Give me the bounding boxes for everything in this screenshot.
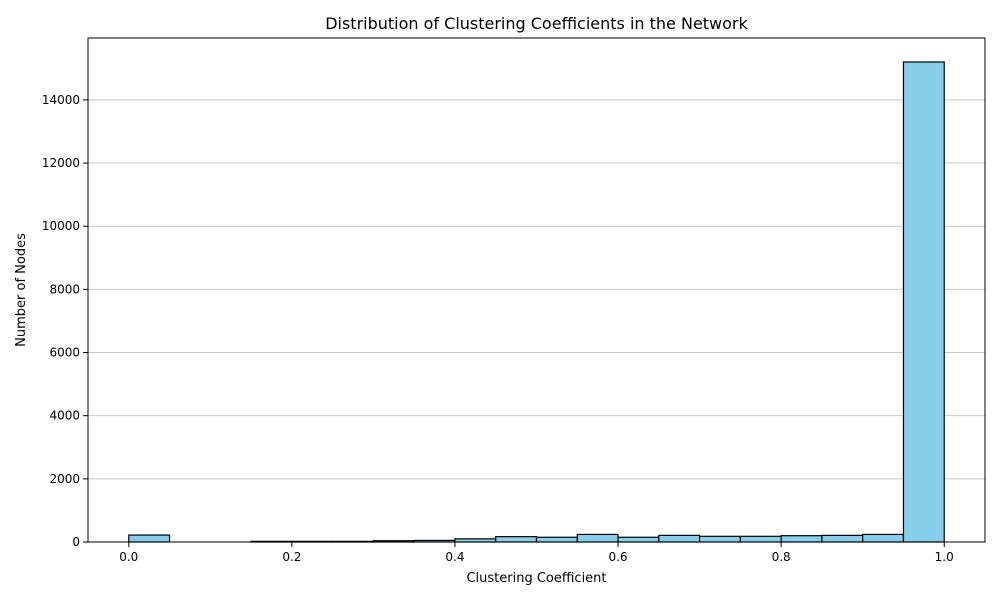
y-tick-label: 4000 xyxy=(49,409,80,423)
x-tick-label: 0.8 xyxy=(772,550,791,564)
histogram-bar xyxy=(128,534,171,543)
y-tick-label: 8000 xyxy=(49,282,80,296)
x-axis-label: Clustering Coefficient xyxy=(466,571,606,586)
x-tick-label: 0.4 xyxy=(445,550,464,564)
plot-frame xyxy=(87,37,986,543)
y-axis-label: Number of Nodes xyxy=(14,233,29,347)
x-axis-ticks: 0.0 0.2 0.4 0.6 0.8 1.0 xyxy=(119,542,954,564)
histogram-bar xyxy=(821,534,864,543)
bars xyxy=(128,61,945,543)
histogram-bar xyxy=(698,535,741,543)
y-tick-label: 10000 xyxy=(42,219,80,233)
y-tick-label: 2000 xyxy=(49,472,80,486)
histogram-bar xyxy=(576,533,619,543)
chart-title: Distribution of Clustering Coefficients … xyxy=(325,14,748,33)
x-tick-label: 0.0 xyxy=(119,550,138,564)
histogram-bar xyxy=(495,536,538,543)
histogram-bar xyxy=(902,61,945,543)
x-tick-label: 1.0 xyxy=(935,550,954,564)
y-tick-label: 6000 xyxy=(49,346,80,360)
histogram-bar xyxy=(658,534,701,543)
y-axis-ticks: 0 2000 4000 6000 8000 10000 12000 14000 xyxy=(42,93,88,549)
histogram-bar xyxy=(780,535,823,543)
histogram-bar xyxy=(862,533,905,543)
histogram-bar xyxy=(739,535,782,543)
x-tick-label: 0.2 xyxy=(282,550,301,564)
y-tick-label: 14000 xyxy=(42,93,80,107)
histogram-bar xyxy=(617,536,660,543)
y-tick-label: 12000 xyxy=(42,156,80,170)
histogram-bar xyxy=(535,536,578,543)
y-tick-label: 0 xyxy=(72,535,80,549)
grid-lines xyxy=(88,99,985,480)
x-tick-label: 0.6 xyxy=(608,550,627,564)
